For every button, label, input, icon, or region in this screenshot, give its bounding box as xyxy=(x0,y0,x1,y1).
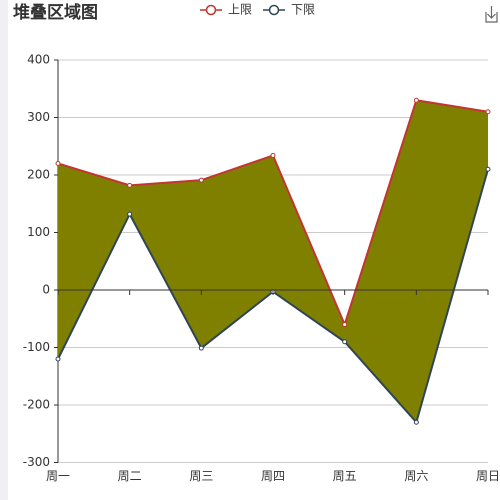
y-tick-label: -300 xyxy=(23,455,50,469)
data-point xyxy=(127,211,133,217)
y-tick-label: 200 xyxy=(27,168,50,182)
area-fill xyxy=(58,100,488,423)
data-point xyxy=(55,356,61,362)
data-point xyxy=(413,419,419,425)
y-tick-label: 300 xyxy=(27,110,50,124)
x-tick-label: 周一 xyxy=(46,469,70,483)
x-tick-label: 周五 xyxy=(333,469,357,483)
data-point xyxy=(198,177,204,183)
data-point xyxy=(413,97,419,103)
data-point xyxy=(342,339,348,345)
x-tick-label: 周六 xyxy=(404,469,428,483)
data-point xyxy=(127,182,133,188)
x-tick-label: 周日 xyxy=(476,469,500,483)
download-icon[interactable] xyxy=(485,6,498,23)
x-tick-label: 周二 xyxy=(118,469,142,483)
download-tray[interactable] xyxy=(485,12,498,23)
data-point xyxy=(55,161,61,166)
legend-label: 下限 xyxy=(291,3,315,17)
y-tick-label: 100 xyxy=(27,225,50,239)
y-tick-label: 400 xyxy=(27,53,50,67)
legend-label: 上限 xyxy=(228,3,252,17)
y-tick-label: -200 xyxy=(23,398,50,412)
data-point xyxy=(485,166,491,172)
y-tick-label: 0 xyxy=(42,283,50,297)
legend-marker xyxy=(268,4,280,16)
legend-marker xyxy=(205,4,217,16)
data-point xyxy=(270,152,276,158)
data-point xyxy=(485,109,491,115)
x-tick-label: 周四 xyxy=(261,469,285,483)
legend-item[interactable]: 上限 xyxy=(200,3,252,17)
page-edge xyxy=(0,0,8,500)
x-tick-label: 周三 xyxy=(189,469,213,483)
y-tick-label: -100 xyxy=(23,340,50,354)
data-point xyxy=(198,345,204,351)
download-arrow[interactable] xyxy=(487,6,496,19)
legend-item[interactable]: 下限 xyxy=(263,3,315,17)
data-point xyxy=(342,322,348,327)
chart-title: 堆叠区域图 xyxy=(13,2,98,23)
